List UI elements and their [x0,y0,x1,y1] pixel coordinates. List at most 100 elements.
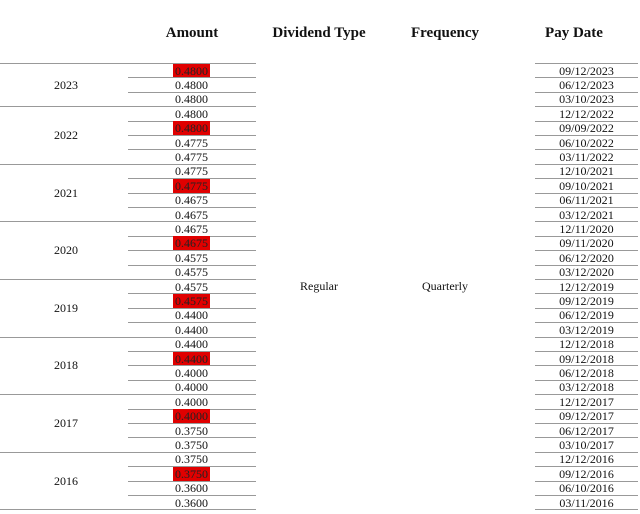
pay-date-cell: 09/12/2017 [559,409,614,424]
pay-date-cell: 06/12/2019 [559,308,614,323]
pay-date-cell: 12/12/2022 [559,106,614,121]
pay-date-cell: 06/11/2021 [559,193,614,208]
year-cell: 2021 [54,185,78,200]
rule [535,480,638,482]
amount-cell: 0.4000 [175,394,208,409]
amount-cell: 0.4675 [175,207,208,222]
column-header: Frequency [410,25,480,41]
rule [535,192,638,194]
rule [535,279,638,280]
amount-cell: 0.4675 [175,221,208,236]
rule [535,379,638,381]
amount-cell: 0.4800 [173,121,210,136]
rule [0,279,256,280]
pay-date-cell: 03/12/2018 [559,380,614,395]
rule [0,63,256,64]
rule [535,135,638,136]
pay-date-cell: 09/12/2018 [559,351,614,366]
year-cell: 2018 [54,358,78,373]
amount-cell: 0.4775 [175,164,208,179]
rule [128,307,256,309]
amount-cell: 0.4575 [173,293,210,308]
rule [0,509,256,511]
rule [535,106,638,108]
amount-cell: 0.4775 [175,149,208,164]
amount-cell: 0.4000 [175,365,208,380]
rule [535,91,638,93]
rule [0,394,256,396]
rule [128,135,256,136]
pay-date-cell: 06/10/2016 [559,481,614,496]
rule [535,322,638,324]
rule [535,293,638,295]
year-cell: 2017 [54,416,78,430]
rule [128,149,256,151]
pay-date-cell: 03/11/2022 [559,149,614,164]
pay-date-cell: 09/11/2020 [559,236,614,251]
rule [0,163,256,165]
column-header: Pay Date [545,25,603,41]
amount-cell: 0.4400 [175,322,208,337]
rule [535,235,638,237]
rule [535,423,638,424]
dividend-type-cell: Regular [300,279,338,294]
pay-date-cell: 06/10/2022 [559,135,614,150]
rule [128,480,256,482]
amount-cell: 0.4775 [173,178,210,193]
rule [535,451,638,453]
rule [535,495,638,496]
pay-date-cell: 03/12/2020 [559,265,614,280]
pay-date-cell: 09/12/2019 [559,293,614,308]
amount-cell: 0.4575 [175,265,208,280]
amount-cell: 0.4575 [175,279,208,294]
amount-cell: 0.4675 [173,236,210,251]
rule [535,307,638,309]
rule [535,178,638,180]
amount-cell: 0.3600 [175,495,208,510]
year-cell: 2022 [54,128,78,142]
amount-cell: 0.3750 [175,452,208,467]
amount-cell: 0.4800 [175,106,208,121]
pay-date-cell: 12/12/2019 [559,279,614,294]
amount-cell: 0.4000 [173,409,210,424]
pay-date-cell: 09/12/2023 [559,63,614,78]
pay-date-cell: 03/11/2016 [559,495,614,510]
amount-cell: 0.4800 [175,77,208,92]
rule [535,437,638,439]
amount-cell: 0.3600 [175,481,208,496]
rule [128,423,256,424]
pay-date-cell: 12/10/2021 [559,164,614,179]
amount-cell: 0.4675 [175,193,208,208]
rule [535,336,638,338]
pay-date-cell: 06/12/2020 [559,250,614,265]
pay-date-cell: 12/12/2017 [559,394,614,409]
pay-date-cell: 09/12/2016 [559,466,614,481]
rule [535,63,638,64]
pay-date-cell: 06/12/2017 [559,423,614,438]
rule [535,120,638,122]
amount-cell: 0.4800 [175,92,208,107]
pay-date-cell: 03/12/2021 [559,207,614,222]
rule [128,322,256,324]
rule [535,351,638,352]
amount-cell: 0.4000 [175,380,208,395]
column-header: Amount [165,25,219,41]
pay-date-cell: 12/12/2018 [559,337,614,352]
rule [128,192,256,194]
rule [535,149,638,151]
rule [535,408,638,410]
amount-cell: 0.4575 [175,250,208,265]
amount-cell: 0.3750 [175,423,208,438]
year-cell: 2019 [54,300,78,315]
amount-cell: 0.4800 [173,63,210,78]
pay-date-cell: 09/09/2022 [559,121,614,136]
year-cell: 2023 [54,77,78,92]
rule [0,221,256,223]
rule [535,264,638,266]
rule [0,451,256,453]
amount-cell: 0.4775 [175,135,208,150]
amount-cell: 0.3750 [175,437,208,452]
rule [128,437,256,439]
rule [535,394,638,396]
